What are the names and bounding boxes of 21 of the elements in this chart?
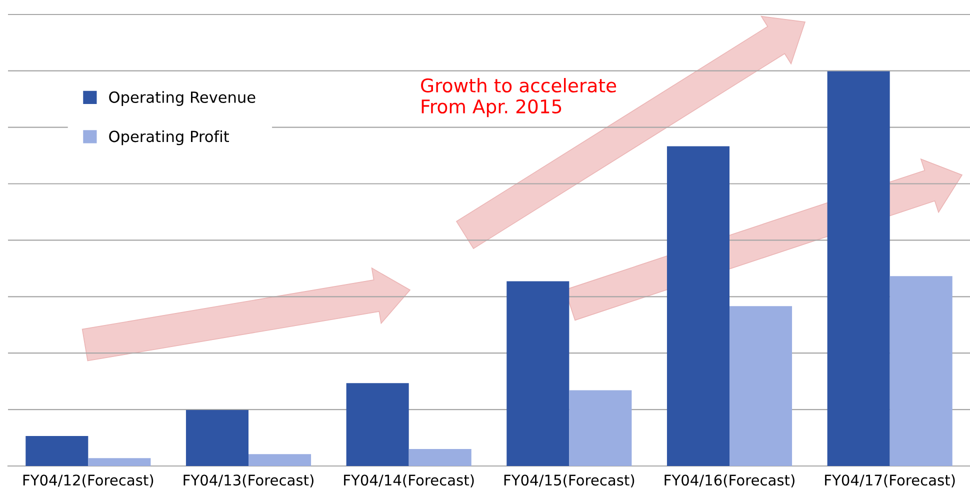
bar (346, 383, 409, 466)
x-tick-label: FY04/13(Forecast) (184, 474, 314, 488)
x-tick-label: FY04/12(Forecast) (23, 474, 154, 488)
x-tick-label: FY04/14(Forecast) (344, 474, 474, 488)
bar (248, 454, 312, 466)
bar (408, 449, 472, 466)
x-tick-label: FY04/17(Forecast) (825, 474, 955, 488)
x-tick-label: FY04/15(Forecast) (504, 474, 634, 488)
bar (186, 410, 248, 466)
bar (666, 146, 730, 466)
legend-label: Operating Revenue (109, 91, 256, 106)
bar (890, 276, 952, 466)
bar (569, 390, 632, 466)
bar (26, 436, 88, 466)
legend-label: Operating Profit (109, 130, 229, 146)
annotation: Growth to accelerate From Apr. 2015 (421, 78, 616, 118)
x-tick-label: FY04/16(Forecast) (664, 474, 794, 488)
bar (827, 71, 890, 466)
bar (730, 306, 792, 466)
bar (506, 281, 570, 466)
bar (88, 458, 151, 466)
